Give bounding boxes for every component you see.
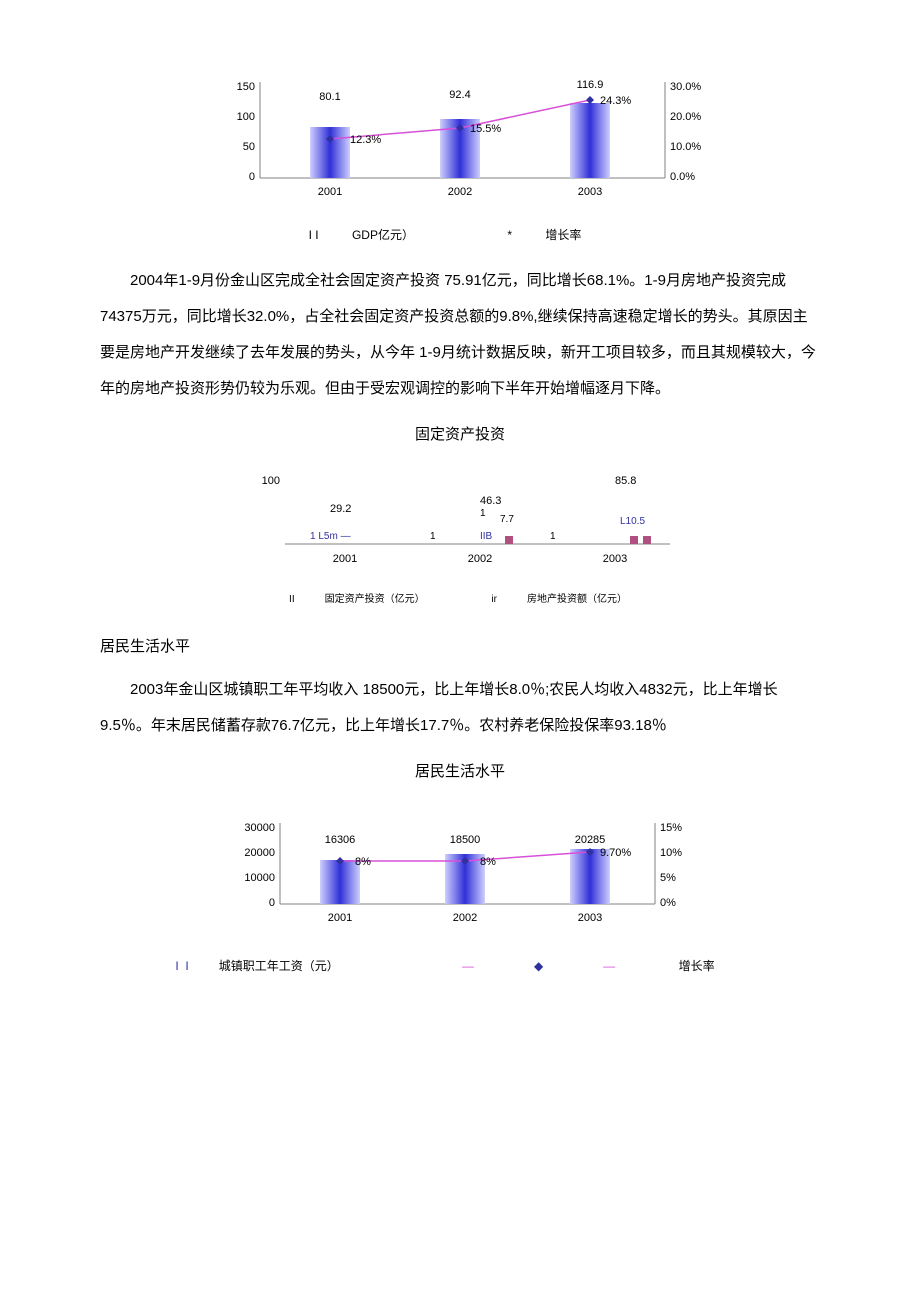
ytick: 50 [243,141,255,153]
legend-bar: I I GDP亿元） [309,228,444,242]
marker [586,96,594,104]
ytick: 100 [262,475,280,487]
fixed-asset-svg: 100 2001 2002 2003 29.2 1 L5m — 1 46.3 1… [200,464,720,584]
ytick-r: 0% [660,897,676,909]
xlabel: 2003 [578,186,602,198]
label: 85.8 [615,475,636,487]
ytick: 150 [237,81,255,93]
gdp-chart-legend: I I GDP亿元） * 增长率 [100,226,820,243]
label: 46.3 [480,495,501,507]
xlabel: 2002 [468,553,492,565]
bar-label: 16306 [325,834,356,846]
ytick-r: 15% [660,822,682,834]
ytick-r: 30.0% [670,81,701,93]
legend-s1: II固定资产投资（亿元） [289,594,455,605]
ytick: 10000 [244,872,275,884]
living-chart: 0 10000 20000 30000 0% 5% 10% 15% 16306 … [100,801,820,974]
line-label: 24.3% [600,95,631,107]
bar-label: 116.9 [577,79,604,91]
label: 1 [430,531,436,542]
label: 7.7 [500,514,514,525]
marker [643,536,651,544]
fixed-asset-chart: 100 2001 2002 2003 29.2 1 L5m — 1 46.3 1… [100,464,820,605]
label: 1 L5m — [310,531,351,542]
legend-line: * 增长率 [507,228,611,242]
line-label: 12.3% [350,134,381,146]
xlabel: 2001 [318,186,342,198]
bar [570,103,610,178]
xlabel: 2001 [333,553,357,565]
xlabel: 2003 [578,912,602,924]
chart2-title: 固定资产投资 [100,423,820,444]
line-label: 8% [480,856,496,868]
paragraph-1: 2004年1-9月份金山区完成全社会固定资产投资 75.91亿元，同比增长68.… [100,263,820,407]
ytick: 30000 [244,822,275,834]
bar-label: 20285 [575,834,606,846]
label: L10.5 [620,516,645,527]
section-heading: 居民生活水平 [100,635,820,656]
marker [630,536,638,544]
label: 1 [480,508,486,519]
ytick-r: 10% [660,847,682,859]
bar-label: 18500 [450,834,481,846]
line-label: 8% [355,856,371,868]
xlabel: 2002 [448,186,472,198]
ytick: 20000 [244,847,275,859]
gdp-chart: 0 50 100 150 0.0% 10.0% 20.0% 30.0% 80.1… [100,60,820,243]
legend-line: —◆— 增长率 [432,959,745,973]
living-svg: 0 10000 20000 30000 0% 5% 10% 15% 16306 … [200,801,720,951]
ytick-r: 10.0% [670,141,701,153]
chart3-legend: I I城镇职工年工资（元） —◆— 增长率 [100,957,820,974]
bar-label: 80.1 [319,91,340,103]
bar [310,127,350,178]
ytick: 100 [237,111,255,123]
chart2-legend: II固定资产投资（亿元） ir房地产投资额（亿元） [100,590,820,605]
label: 29.2 [330,503,351,515]
xlabel: 2002 [453,912,477,924]
xlabel: 2003 [603,553,627,565]
paragraph-2: 2003年金山区城镇职工年平均收入 18500元，比上年增长8.0％;农民人均收… [100,672,820,744]
line-label: 15.5% [470,123,501,135]
ytick-r: 20.0% [670,111,701,123]
xlabel: 2001 [328,912,352,924]
chart3-title: 居民生活水平 [100,760,820,781]
marker [505,536,513,544]
bar [320,860,360,904]
legend-bar: I I城镇职工年工资（元） [175,959,368,973]
ytick-r: 0.0% [670,171,695,183]
label: IIB [480,531,493,542]
label: 1 [550,531,556,542]
bar-label: 92.4 [449,89,470,101]
gdp-chart-svg: 0 50 100 150 0.0% 10.0% 20.0% 30.0% 80.1… [200,60,720,220]
ytick: 0 [269,897,275,909]
ytick-r: 5% [660,872,676,884]
line-label: 9.70% [600,847,631,859]
legend-s2: ir房地产投资额（亿元） [491,594,657,605]
ytick: 0 [249,171,255,183]
